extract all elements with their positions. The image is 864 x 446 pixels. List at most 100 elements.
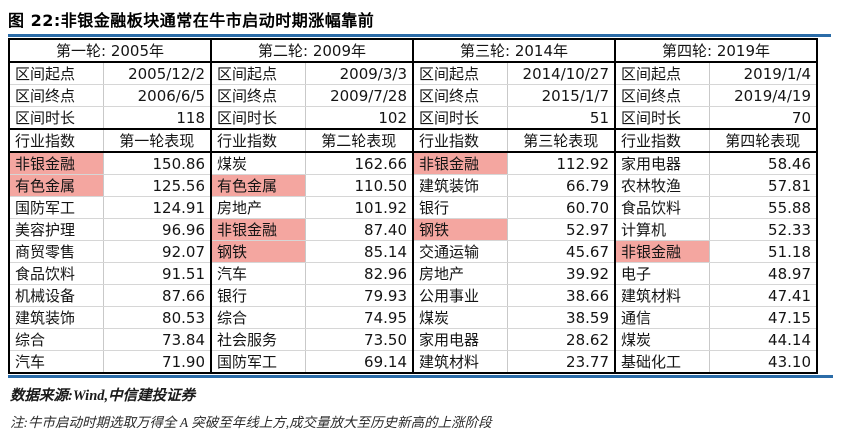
round-1-duration-label: 区间时长 [9, 106, 104, 130]
round-4-industry-8-value: 47.15 [709, 306, 817, 329]
round-4-start-label: 区间起点 [615, 62, 710, 85]
round-3-industry-10-value: 23.77 [507, 350, 616, 373]
round-3-industry-6-name: 房地产 [413, 262, 508, 285]
round-4-duration-value: 70 [709, 106, 817, 130]
round-1-start-label: 区间起点 [9, 62, 104, 85]
round-4-industry-5-value: 51.18 [709, 240, 817, 263]
round-1-industry-1-name: 非银金融 [9, 152, 104, 175]
data-source: 数据来源:Wind,中信建投证券 [10, 388, 196, 404]
round-3-industry-5-value: 45.67 [507, 240, 616, 263]
round-1-industry-3-value: 124.91 [103, 196, 212, 219]
round-3-industry-3-value: 60.70 [507, 196, 616, 219]
top-rule-divider [8, 34, 831, 37]
round-2-industry-5-value: 85.14 [305, 240, 414, 263]
round-4-industry-8-name: 通信 [615, 306, 710, 329]
footnote: 注:牛市启动时期选取万得全 A 突破至年线上方,成交量放大至历史新高的上涨阶段 [10, 415, 492, 430]
round-4-duration-label: 区间时长 [615, 106, 710, 130]
round-1-industry-7-value: 87.66 [103, 284, 212, 307]
round-2-industry-3-name: 房地产 [211, 196, 306, 219]
round-2-title: 第二轮: 2009年 [211, 39, 414, 63]
round-1-industry-5-name: 商贸零售 [9, 240, 104, 263]
round-4-industry-7-value: 47.41 [709, 284, 817, 307]
round-4-industry-2-value: 57.81 [709, 174, 817, 197]
round-4-industry-2-name: 农林牧渔 [615, 174, 710, 197]
round-4-industry-col-header: 行业指数 [615, 129, 710, 153]
round-1-end-value: 2006/6/5 [103, 84, 212, 107]
round-2-industry-10-name: 国防军工 [211, 350, 306, 373]
round-1-perf-col-header: 第一轮表现 [103, 129, 212, 153]
round-2-industry-3-value: 101.92 [305, 196, 414, 219]
round-1-industry-9-name: 综合 [9, 328, 104, 351]
round-3-end-value: 2015/1/7 [507, 84, 616, 107]
round-1-industry-5-value: 92.07 [103, 240, 212, 263]
round-1-industry-col-header: 行业指数 [9, 129, 104, 153]
round-1-industry-2-value: 125.56 [103, 174, 212, 197]
round-3-title: 第三轮: 2014年 [413, 39, 616, 63]
round-1-industry-7-name: 机械设备 [9, 284, 104, 307]
round-1-title: 第一轮: 2005年 [9, 39, 212, 63]
round-3-industry-2-value: 66.79 [507, 174, 616, 197]
round-1-industry-3-name: 国防军工 [9, 196, 104, 219]
round-4-industry-5-name: 非银金融 [615, 240, 710, 263]
performance-table: 第一轮: 2005年 第二轮: 2009年 第三轮: 2014年 第四轮: 2019年… [8, 38, 818, 374]
round-4-perf-col-header: 第四轮表现 [709, 129, 817, 153]
round-2-end-value: 2009/7/28 [305, 84, 414, 107]
round-2-industry-9-value: 73.50 [305, 328, 414, 351]
round-3-duration-value: 51 [507, 106, 616, 130]
round-2-industry-4-name: 非银金融 [211, 218, 306, 241]
round-3-start-value: 2014/10/27 [507, 62, 616, 85]
round-1-industry-8-name: 建筑装饰 [9, 306, 104, 329]
round-4-industry-9-value: 44.14 [709, 328, 817, 351]
round-4-industry-10-value: 43.10 [768, 352, 811, 371]
round-2-end-label: 区间终点 [211, 84, 306, 107]
round-2-duration-label: 区间时长 [211, 106, 306, 130]
round-2-industry-2-value: 110.50 [305, 174, 414, 197]
round-4-industry-4-value: 52.33 [709, 218, 817, 241]
round-1-duration-value: 118 [103, 106, 212, 130]
round-3-industry-4-name: 钢铁 [413, 218, 508, 241]
round-3-industry-10-name: 建筑材料 [413, 350, 508, 373]
round-2-industry-8-name: 综合 [211, 306, 306, 329]
round-4-industry-1-name: 家用电器 [615, 152, 710, 175]
round-4-start-value: 2019/1/4 [709, 62, 817, 85]
round-3-industry-6-value: 39.92 [507, 262, 616, 285]
round-1-industry-8-value: 80.53 [103, 306, 212, 329]
round-1-end-label: 区间终点 [9, 84, 104, 107]
round-3-industry-8-value: 38.59 [507, 306, 616, 329]
round-3-start-label: 区间起点 [413, 62, 508, 85]
round-3-perf-col-header: 第三轮表现 [507, 129, 616, 153]
round-3-industry-3-name: 银行 [413, 196, 508, 219]
round-2-perf-col-header: 第二轮表现 [305, 129, 414, 153]
round-2-industry-5-name: 钢铁 [211, 240, 306, 263]
round-3-industry-5-name: 交通运输 [413, 240, 508, 263]
round-2-industry-1-name: 煤炭 [211, 152, 306, 175]
round-4-industry-10-name: 基础化工 [615, 350, 710, 373]
round-3-industry-4-value: 52.97 [507, 218, 616, 241]
round-3-industry-col-header: 行业指数 [413, 129, 508, 153]
round-4-industry-1-value: 58.46 [709, 152, 817, 175]
round-2-industry-1-value: 162.66 [305, 152, 414, 175]
round-3-industry-2-name: 建筑装饰 [413, 174, 508, 197]
round-4-industry-3-value: 55.88 [709, 196, 817, 219]
round-3-industry-7-value: 38.66 [507, 284, 616, 307]
round-1-industry-4-value: 96.96 [103, 218, 212, 241]
round-4-end-label: 区间终点 [615, 84, 710, 107]
round-1-industry-1-value: 150.86 [103, 152, 212, 175]
round-4-industry-3-name: 食品饮料 [615, 196, 710, 219]
round-1-industry-4-name: 美容护理 [9, 218, 104, 241]
round-4-end-value: 2019/4/19 [709, 84, 817, 107]
round-2-industry-7-value: 79.93 [305, 284, 414, 307]
round-3-industry-1-value: 112.92 [507, 152, 616, 175]
round-3-industry-1-name: 非银金融 [413, 152, 508, 175]
bottom-rule-divider [8, 375, 833, 378]
round-2-industry-4-value: 87.40 [305, 218, 414, 241]
figure-title: 图 22:非银金融板块通常在牛市启动时期涨幅靠前 [8, 11, 375, 30]
round-2-start-label: 区间起点 [211, 62, 306, 85]
round-2-industry-6-name: 汽车 [211, 262, 306, 285]
round-1-start-value: 2005/12/2 [103, 62, 212, 85]
round-2-duration-value: 102 [305, 106, 414, 130]
round-3-industry-8-name: 煤炭 [413, 306, 508, 329]
round-1-industry-10-name: 汽车 [9, 350, 104, 373]
round-2-industry-col-header: 行业指数 [211, 129, 306, 153]
